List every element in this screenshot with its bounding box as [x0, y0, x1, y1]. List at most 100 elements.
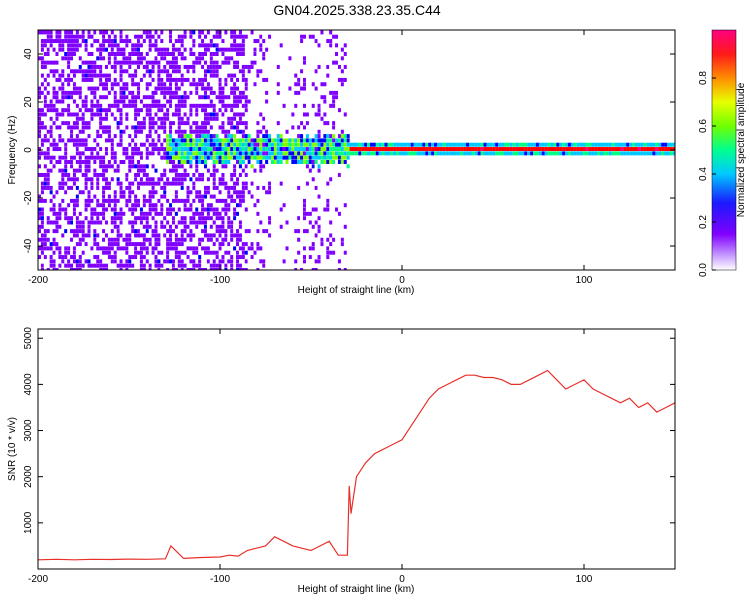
heatmap-cell	[84, 155, 88, 160]
heatmap-cell	[509, 142, 513, 147]
heatmap-cell	[151, 60, 155, 65]
heatmap-cell	[224, 30, 228, 35]
heatmap-cell	[332, 34, 336, 39]
heatmap-cell	[64, 229, 68, 234]
heatmap-cell	[308, 224, 312, 229]
heatmap-cell	[84, 43, 88, 48]
heatmap-cell	[238, 69, 242, 74]
heatmap-cell	[67, 99, 71, 104]
heatmap-cell	[311, 82, 315, 87]
heatmap-cell	[439, 147, 443, 152]
heatmap-cell	[474, 142, 478, 147]
heatmap-cell	[137, 216, 141, 221]
heatmap-cell	[183, 155, 187, 160]
heatmap-cell	[215, 155, 219, 160]
heatmap-cell	[142, 242, 146, 247]
heatmap-cell	[329, 220, 333, 225]
heatmap-cell	[212, 220, 216, 225]
heatmap-cell	[78, 142, 82, 147]
heatmap-cell	[300, 30, 304, 35]
heatmap-cell	[38, 147, 41, 152]
heatmap-cell	[64, 121, 68, 126]
heatmap-cell	[294, 268, 298, 270]
heatmap-cell	[160, 250, 164, 255]
heatmap-cell	[247, 134, 251, 139]
heatmap-cell	[192, 142, 196, 147]
heatmap-cell	[90, 43, 94, 48]
heatmap-cell	[457, 147, 461, 152]
heatmap-cell	[305, 181, 309, 186]
snr-x-tick-label: -200	[28, 574, 48, 585]
heatmap-cell	[439, 151, 443, 156]
heatmap-cell	[329, 151, 333, 156]
colorbar-tick-label: 0.0	[698, 263, 709, 277]
heatmap-cell	[107, 77, 111, 82]
heatmap-cell	[617, 142, 621, 147]
heatmap-cell	[259, 151, 263, 156]
heatmap-cell	[253, 90, 257, 95]
heatmap-cell	[40, 211, 44, 216]
heatmap-cell	[297, 155, 301, 160]
heatmap-cell	[154, 60, 158, 65]
heatmap-cell	[186, 160, 190, 164]
heatmap-cell	[314, 220, 318, 225]
heatmap-cell	[174, 138, 178, 143]
heatmap-cell	[468, 147, 472, 152]
heatmap-cell	[78, 224, 82, 229]
heatmap-cell	[288, 147, 292, 152]
colorbar: 0.00.20.40.60.8 Normalized spectral ampl…	[698, 29, 747, 277]
heatmap-cell	[174, 181, 178, 186]
heatmap-cell	[52, 211, 56, 216]
heatmap-cell	[177, 250, 181, 255]
heatmap-cell	[38, 246, 41, 251]
heatmap-cell	[224, 129, 228, 134]
heatmap-cell	[104, 73, 108, 78]
heatmap-cell	[151, 43, 155, 48]
heatmap-cell	[212, 108, 216, 113]
heatmap-cell	[43, 125, 47, 130]
spectrogram-x-label: Height of straight line (km)	[298, 285, 415, 296]
heatmap-cell	[215, 198, 219, 203]
heatmap-cell	[483, 151, 487, 156]
heatmap-cell	[302, 147, 306, 152]
heatmap-cell	[116, 224, 120, 229]
heatmap-cell	[591, 151, 595, 156]
heatmap-cell	[84, 181, 88, 186]
heatmap-cell	[314, 112, 318, 117]
heatmap-cell	[145, 147, 149, 152]
heatmap-cell	[81, 220, 85, 225]
heatmap-cell	[102, 125, 106, 130]
heatmap-cell	[314, 259, 318, 264]
heatmap-cell	[75, 220, 79, 225]
heatmap-cell	[43, 172, 47, 177]
heatmap-cell	[236, 242, 240, 247]
heatmap-cell	[215, 185, 219, 190]
heatmap-cell	[116, 216, 120, 221]
heatmap-cell	[230, 47, 234, 52]
heatmap-cell	[326, 160, 330, 164]
heatmap-cell	[311, 142, 315, 147]
heatmap-cell	[139, 255, 143, 260]
heatmap-cell	[215, 43, 219, 48]
heatmap-cell	[565, 151, 569, 156]
heatmap-cell	[180, 34, 184, 39]
heatmap-cell	[203, 250, 207, 255]
heatmap-cell	[241, 134, 245, 139]
heatmap-cell	[90, 52, 94, 56]
heatmap-cell	[259, 147, 263, 152]
heatmap-cell	[501, 147, 505, 152]
heatmap-cell	[297, 151, 301, 156]
heatmap-cell	[96, 86, 100, 91]
heatmap-cell	[137, 39, 141, 44]
heatmap-cell	[192, 147, 196, 152]
heatmap-cell	[96, 172, 100, 177]
heatmap-cell	[169, 129, 173, 134]
heatmap-cell	[221, 237, 225, 242]
heatmap-cell	[64, 108, 68, 113]
heatmap-cell	[212, 73, 216, 78]
heatmap-cell	[183, 142, 187, 147]
heatmap-cell	[40, 237, 44, 242]
heatmap-cell	[265, 224, 269, 229]
heatmap-cell	[195, 211, 199, 216]
heatmap-cell	[268, 220, 272, 225]
